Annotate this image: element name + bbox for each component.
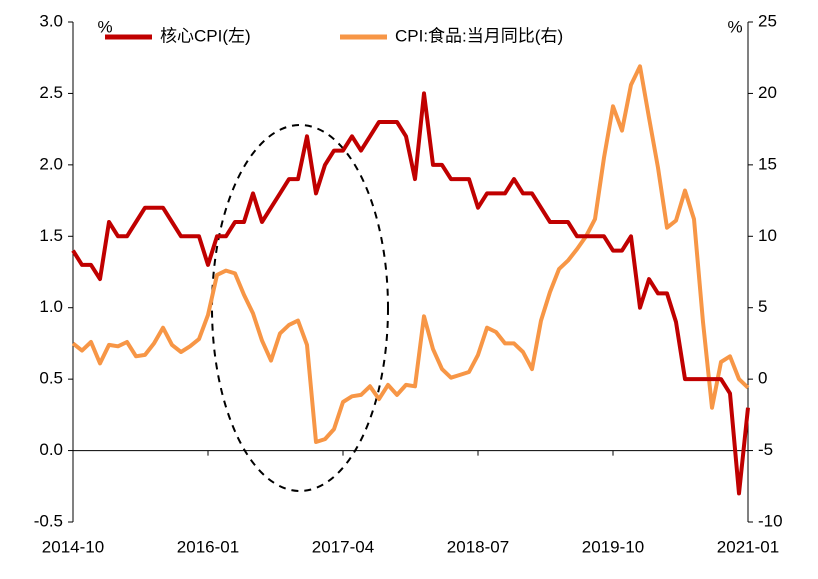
x-tick-label: 2016-01 <box>177 537 239 556</box>
y-tick-label: 1.5 <box>39 226 63 245</box>
y2-tick-label: 15 <box>758 154 777 173</box>
highlight-ellipse <box>211 124 389 492</box>
y-tick-label: 3.0 <box>39 11 63 30</box>
x-tick-label: 2017-04 <box>312 537 374 556</box>
y2-tick-label: 25 <box>758 11 777 30</box>
y2-tick-label: -10 <box>758 511 783 530</box>
x-tick-label: 2018-07 <box>447 537 509 556</box>
y-tick-label: 0.5 <box>39 369 63 388</box>
y-tick-label: 2.0 <box>39 154 63 173</box>
x-tick-label: 2021-01 <box>717 537 779 556</box>
y2-tick-label: 20 <box>758 83 777 102</box>
y-tick-label: 1.0 <box>39 297 63 316</box>
line-series <box>71 91 750 496</box>
y2-tick-label: 5 <box>758 297 767 316</box>
y-unit: % <box>97 17 112 36</box>
y2-tick-label: 10 <box>758 226 777 245</box>
y-tick-label: 2.5 <box>39 83 63 102</box>
x-tick-label: 2014-10 <box>42 537 104 556</box>
legend-label: 核心CPI(左) <box>160 26 251 45</box>
y2-tick-label: -5 <box>758 440 773 459</box>
y2-unit: % <box>727 17 742 36</box>
y2-tick-label: 0 <box>758 369 767 388</box>
legend-label: CPI:食品:当月同比(右) <box>395 26 563 45</box>
y-tick-label: 0.0 <box>39 440 63 459</box>
line-series <box>71 64 750 444</box>
y-tick-label: -0.5 <box>34 511 63 530</box>
x-tick-label: 2019-10 <box>582 537 644 556</box>
